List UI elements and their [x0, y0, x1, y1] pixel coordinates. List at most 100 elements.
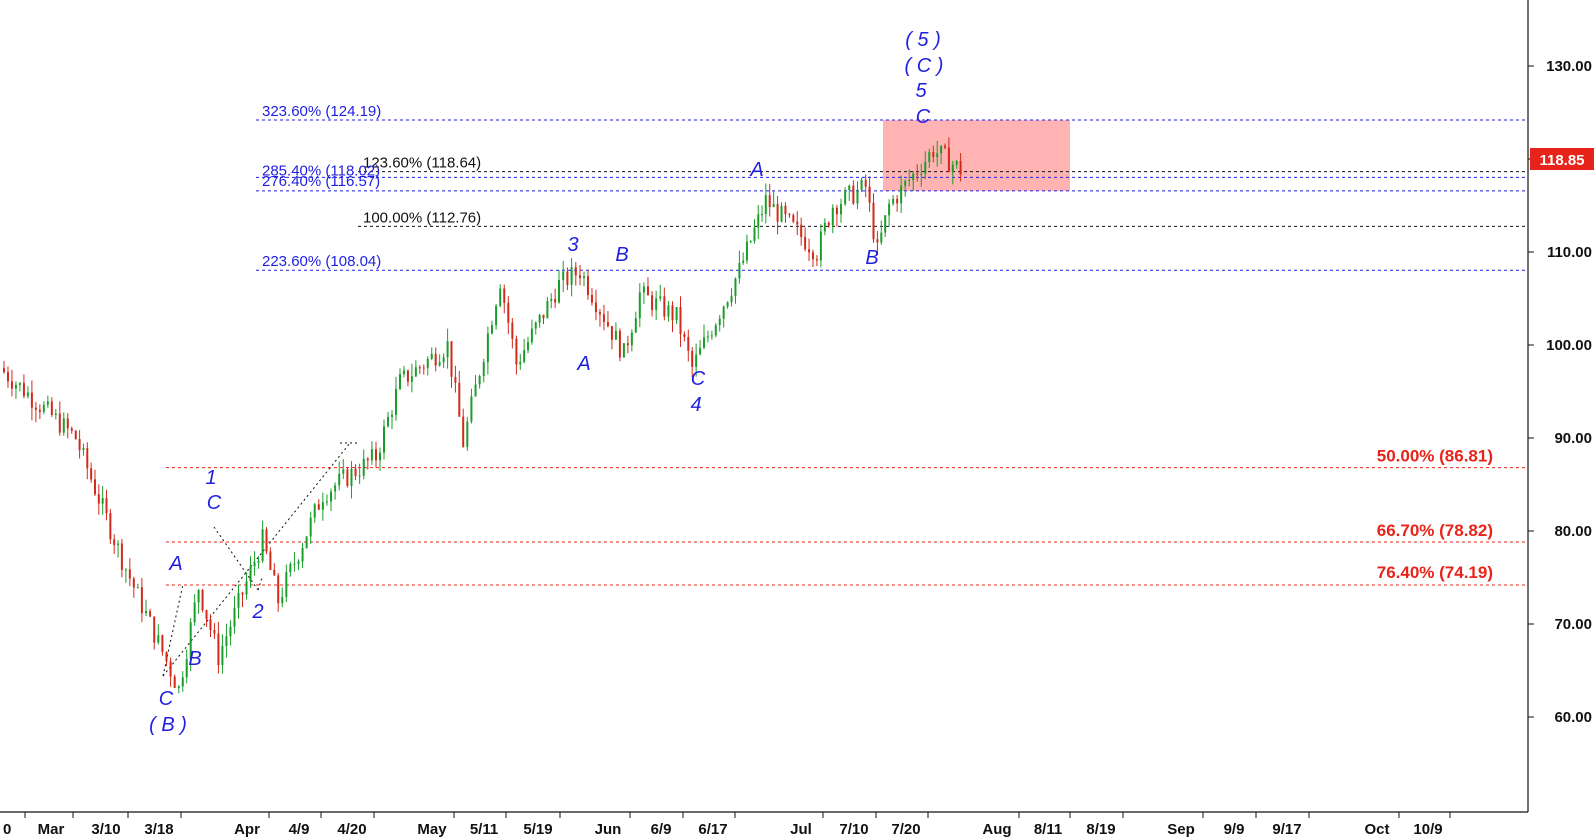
- candle-body: [181, 677, 184, 687]
- candle-body: [90, 468, 93, 480]
- candle-body: [916, 173, 919, 175]
- candle-body: [745, 241, 748, 261]
- candle-body: [860, 179, 863, 190]
- candle-body: [582, 276, 585, 278]
- candle-body: [395, 388, 397, 416]
- candle-body: [189, 622, 192, 660]
- candle-body: [458, 382, 461, 417]
- candle-body: [26, 392, 29, 397]
- wave-label: C: [159, 688, 174, 710]
- candle-body: [346, 469, 349, 486]
- candle-body: [646, 286, 649, 296]
- candle-body: [101, 498, 104, 504]
- candle-body: [338, 473, 341, 486]
- candle-body: [671, 305, 674, 321]
- candle-body: [749, 241, 752, 243]
- candle-body: [293, 563, 296, 565]
- candle-body: [780, 205, 783, 222]
- candle-body: [128, 569, 131, 579]
- candle-body: [784, 205, 787, 215]
- candle-body: [928, 152, 931, 162]
- candle-body: [193, 602, 196, 623]
- candle-body: [503, 288, 506, 303]
- fib-labels: 323.60% (124.19) 123.60% (118.64)285.40% …: [262, 103, 1493, 582]
- candle-body: [811, 252, 814, 260]
- candle-body: [317, 504, 320, 510]
- candle-body: [764, 195, 767, 215]
- y-tick-label: 110.00: [1547, 244, 1592, 261]
- candle-body: [136, 587, 139, 589]
- candle-body: [734, 278, 737, 296]
- candle-body: [387, 416, 389, 427]
- candle-body: [683, 334, 686, 337]
- candle-body: [66, 418, 69, 429]
- candle-body: [358, 475, 361, 477]
- candle-body: [864, 179, 867, 187]
- candle-body: [297, 561, 300, 564]
- fib-label: 323.60% (124.19): [262, 103, 381, 120]
- candle-body: [718, 318, 721, 326]
- candle-body: [169, 661, 172, 677]
- candle-body: [618, 330, 621, 358]
- candle-body: [959, 161, 962, 175]
- candle-body: [586, 276, 589, 295]
- candle-body: [892, 198, 895, 204]
- wave-label: ( 5 ): [905, 29, 941, 51]
- candle-body: [808, 249, 811, 253]
- candle-body: [908, 180, 911, 182]
- candle-body: [289, 564, 292, 573]
- x-tick-label: Aug: [982, 821, 1011, 838]
- candle-body: [651, 295, 654, 310]
- wave-label: ( C ): [905, 55, 944, 77]
- candle-body: [699, 347, 702, 355]
- candle-body: [888, 203, 891, 216]
- candle-body: [225, 636, 228, 647]
- candle-body: [638, 292, 641, 319]
- candle-body: [594, 302, 597, 313]
- candle-body: [354, 468, 357, 476]
- x-tick-label: 4/20: [337, 821, 366, 838]
- candle-body: [58, 413, 61, 433]
- candle-body: [714, 325, 717, 336]
- candle-body: [197, 589, 200, 603]
- candle-body: [848, 185, 851, 191]
- candle-body: [418, 367, 421, 369]
- candle-body: [904, 180, 907, 186]
- candle-body: [350, 468, 353, 486]
- candle-body: [399, 374, 401, 389]
- candle-body: [507, 302, 510, 323]
- candle-body: [30, 392, 33, 408]
- candle-body: [120, 543, 123, 570]
- candle-body: [62, 418, 65, 433]
- x-tick-label: 7/10: [839, 821, 868, 838]
- candle-body: [201, 589, 204, 611]
- fib-label: 76.40% (74.19): [1377, 563, 1493, 582]
- candle-body: [523, 350, 526, 362]
- candle-body: [804, 236, 807, 250]
- fib-label: 123.60% (118.64): [363, 155, 481, 172]
- wave-label: A: [749, 159, 763, 181]
- candle-body: [140, 587, 143, 614]
- candle-body: [330, 491, 333, 502]
- candle-body: [598, 312, 601, 315]
- candle-body: [815, 259, 818, 261]
- fib-label: 50.00% (86.81): [1377, 447, 1493, 466]
- candle-body: [132, 578, 135, 588]
- candle-body: [534, 322, 537, 329]
- candle-body: [495, 305, 498, 326]
- candle-body: [947, 147, 950, 172]
- candle-body: [687, 336, 690, 351]
- candle-body: [474, 384, 477, 397]
- candle-body: [695, 354, 698, 367]
- x-tick-label: 9/17: [1272, 821, 1301, 838]
- candle-body: [570, 267, 573, 286]
- wave-label: 1: [205, 467, 216, 489]
- candle-body: [742, 260, 745, 264]
- candle-body: [761, 214, 764, 216]
- candle-body: [426, 358, 429, 368]
- candle-body: [486, 333, 489, 363]
- candle-body: [519, 361, 522, 365]
- candle-body: [124, 569, 127, 571]
- candle-body: [50, 401, 53, 415]
- candle-body: [823, 222, 826, 232]
